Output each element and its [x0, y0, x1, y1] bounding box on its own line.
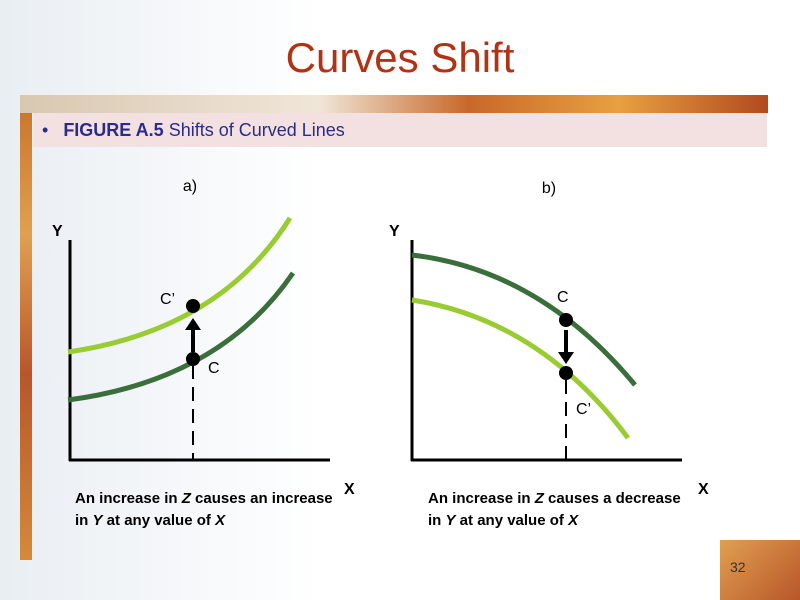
decor-strip — [20, 95, 32, 560]
curve — [67, 271, 296, 403]
shifted-curve — [411, 297, 631, 440]
note-text: Y — [92, 512, 103, 529]
point-label: C — [557, 289, 569, 306]
caption-bar — [33, 113, 767, 147]
note-text: X — [568, 512, 579, 529]
point-label: C’ — [576, 401, 591, 418]
panel-label: a) — [183, 178, 197, 195]
point-label: C’ — [160, 291, 175, 308]
page-number: 32 — [730, 559, 746, 575]
x-axis-label: X — [698, 481, 709, 498]
note-text: causes an increase in — [75, 490, 333, 529]
figure-caption: • FIGURE A.5 Shifts of Curved Lines — [42, 120, 345, 140]
shifted-curve — [67, 216, 293, 355]
x-axis-label: X — [344, 481, 355, 498]
note-text: Z — [534, 490, 544, 507]
panel-note: An increase in Z causes an increase in Y… — [75, 488, 345, 532]
figure-title: Shifts of Curved Lines — [168, 120, 345, 140]
point — [559, 313, 573, 327]
note-text: X — [215, 512, 226, 529]
note-text: An increase in — [428, 490, 535, 507]
point-label: C — [208, 360, 220, 377]
panel-note: An increase in Z causes a decrease in Y … — [428, 488, 698, 532]
point — [186, 299, 200, 313]
decor-band — [20, 95, 768, 113]
arrow-head — [558, 352, 574, 364]
figure-number: FIGURE A.5 — [63, 120, 164, 140]
note-text: Z — [181, 490, 191, 507]
note-text: at any value of — [455, 512, 569, 529]
panel-label: b) — [542, 180, 556, 197]
title: Curves Shift — [285, 34, 515, 81]
point — [186, 352, 200, 366]
y-axis-label: Y — [389, 223, 400, 240]
note-text: An increase in — [75, 490, 182, 507]
note-text: causes a decrease in — [428, 490, 681, 529]
note-text: at any value of — [102, 512, 216, 529]
curve — [411, 252, 637, 387]
decor-corner — [720, 540, 800, 600]
point — [559, 366, 573, 380]
y-axis-label: Y — [52, 223, 63, 240]
note-text: Y — [445, 512, 456, 529]
arrow-head — [185, 318, 201, 330]
